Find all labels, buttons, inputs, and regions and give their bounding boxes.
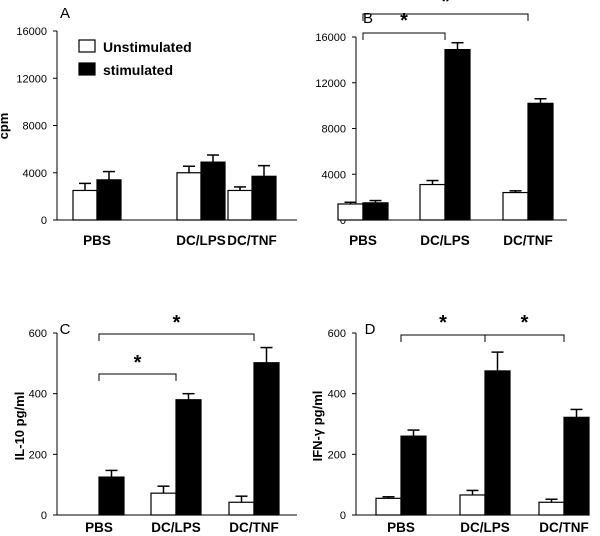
panel-d-bar-stimulated — [400, 435, 427, 516]
panel-d-panel-label: D — [365, 321, 376, 338]
panel-b-category-label: DC/TNF — [503, 233, 553, 248]
panel-c-y-tick-label: 200 — [29, 449, 47, 461]
panel-a-bar-unstimulated — [227, 189, 253, 221]
panel-a-y-tick-label: 16000 — [16, 26, 47, 38]
panel-a-bar-unstimulated — [72, 189, 98, 221]
legend-swatch-unstimulated — [78, 39, 96, 53]
panel-c-bar-unstimulated — [228, 501, 255, 516]
panel-a-bar-stimulated — [251, 175, 277, 221]
panel-b-bar-unstimulated — [502, 191, 529, 221]
panel-a-y-tick-label: 4000 — [23, 168, 47, 180]
panel-c-category-label: DC/LPS — [151, 520, 201, 535]
panel-d-category-label: DC/TNF — [539, 520, 589, 535]
panel-c-y-tick-label: 400 — [29, 389, 47, 401]
panel-b-y-tick-label: 4000 — [322, 169, 346, 181]
panel-a-y-tick-label: 12000 — [16, 73, 47, 85]
panel-c-bar-stimulated — [98, 476, 125, 516]
panel-d-y-axis-label: IFN-γ pg/ml — [310, 391, 325, 462]
panel-a-bar-unstimulated — [176, 172, 202, 221]
panel-b-y-tick-label: 12000 — [315, 78, 346, 90]
panel-d-significance-bracket — [400, 334, 486, 342]
legend-label-unstimulated: Unstimulated — [103, 39, 192, 55]
panel-a-category-label: DC/TNF — [227, 233, 277, 248]
panel-d-y-tick-label: 400 — [328, 389, 346, 401]
panel-c-bar-unstimulated — [150, 492, 177, 516]
panel-b-significance-star: * — [400, 10, 408, 32]
legend-label-stimulated: stimulated — [103, 62, 173, 78]
panel-b-significance-bracket — [362, 13, 529, 21]
panel-d-bar-unstimulated — [538, 501, 565, 516]
panel-a-y-axis-label: cpm — [0, 113, 11, 140]
panel-d-category-label: DC/LPS — [460, 520, 510, 535]
panel-c-bar-stimulated — [253, 362, 280, 516]
panel-a-category-label: PBS — [83, 233, 111, 248]
panel-a-category-label: DC/LPS — [176, 233, 226, 248]
panel-a-y-tick-label: 0 — [41, 215, 47, 227]
panel-d-category-label: PBS — [387, 520, 415, 535]
panel-b-panel-label: B — [363, 10, 373, 27]
panel-d-bar-unstimulated — [375, 497, 402, 516]
panel-d-y-tick-label: 600 — [328, 328, 346, 340]
panel-a-y-tick-label: 8000 — [23, 121, 47, 133]
panel-d-y-tick-label: 0 — [340, 510, 346, 522]
panel-b-bar-stimulated — [362, 202, 389, 221]
panel-c-y-tick-label: 0 — [41, 510, 47, 522]
panel-c-significance-star: * — [134, 352, 142, 374]
panel-b-bar-unstimulated — [337, 203, 364, 221]
panel-d-y-tick-label: 200 — [328, 449, 346, 461]
panel-b-y-tick-label: 8000 — [322, 124, 346, 136]
panel-b-bar-stimulated — [527, 102, 554, 221]
panel-b-bar-unstimulated — [419, 183, 446, 221]
panel-d-bar-unstimulated — [459, 494, 486, 516]
panel-c-category-label: DC/TNF — [229, 520, 279, 535]
panel-a-panel-label: A — [60, 5, 70, 22]
panel-b-bar-stimulated — [444, 48, 471, 221]
panel-d-bar-stimulated — [563, 416, 590, 516]
panel-c-panel-label: C — [60, 321, 71, 338]
panel-d-significance-star: * — [439, 312, 447, 334]
panel-a-bar-stimulated — [96, 179, 122, 221]
panel-b-significance-bracket — [362, 32, 446, 40]
panel-d-significance-bracket — [484, 334, 565, 342]
panel-c-bar-stimulated — [175, 399, 202, 516]
panel-b-category-label: DC/LPS — [420, 233, 470, 248]
panel-a-bar-stimulated — [200, 161, 226, 221]
panel-c-significance-bracket — [98, 373, 177, 381]
panel-c-y-axis-label: IL-10 pg/ml — [12, 392, 27, 461]
panel-d-significance-star: * — [521, 312, 529, 334]
panel-c-significance-star: * — [173, 312, 181, 334]
panel-c-y-tick-label: 600 — [29, 328, 47, 340]
panel-c-category-label: PBS — [85, 520, 113, 535]
panel-b-category-label: PBS — [349, 233, 377, 248]
panel-b-y-tick-label: 0 — [340, 215, 346, 227]
panel-c-significance-bracket — [98, 333, 255, 341]
legend-swatch-stimulated — [78, 62, 96, 76]
panel-b-significance-star: * — [442, 0, 450, 13]
panel-d-bar-stimulated — [484, 370, 511, 516]
panel-b-y-tick-label: 16000 — [315, 32, 346, 44]
